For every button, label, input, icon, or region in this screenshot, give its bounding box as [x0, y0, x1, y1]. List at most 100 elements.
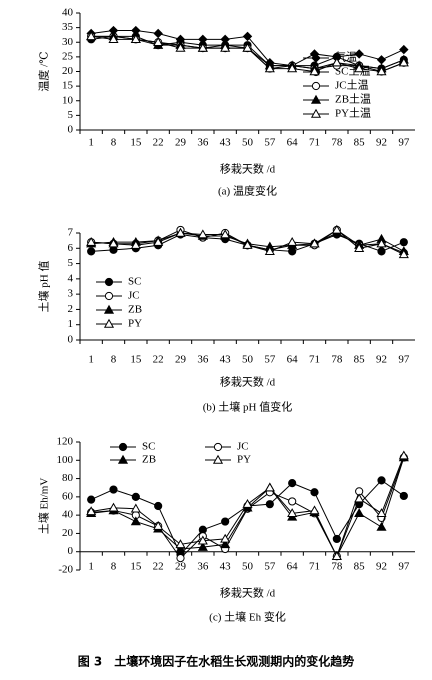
marker [354, 63, 365, 73]
x-tick-label: 29 [175, 354, 187, 366]
y-tick-label: 6 [68, 242, 74, 254]
marker [264, 482, 275, 492]
marker [377, 247, 386, 256]
marker [212, 454, 224, 464]
marker [310, 108, 322, 118]
marker [197, 541, 208, 551]
marker [287, 508, 298, 518]
x-tick-label: 64 [287, 354, 299, 366]
x-tick-label: 15 [130, 354, 142, 366]
marker [287, 236, 298, 246]
x-tick-label: 71 [309, 561, 320, 573]
x-tick-label: 50 [242, 354, 254, 366]
marker [86, 236, 97, 246]
marker [310, 94, 322, 104]
marker [220, 533, 231, 543]
x-tick-label: 43 [220, 354, 232, 366]
x-tick-label: 1 [88, 137, 94, 149]
x-tick-label: 97 [398, 137, 410, 149]
marker [242, 498, 253, 508]
y-tick-label: -20 [58, 564, 73, 576]
marker [103, 318, 115, 328]
marker [310, 488, 319, 497]
marker [103, 304, 115, 314]
marker [398, 450, 409, 460]
legend-label: PY [237, 454, 251, 466]
chart-caption: (c) 土壤 Eh 变化 [209, 610, 286, 624]
marker [221, 517, 230, 526]
legend-label: ZB [142, 454, 156, 466]
y-tick-label: 1 [68, 318, 74, 330]
marker [399, 491, 408, 501]
x-tick-label: 1 [88, 561, 94, 573]
x-tick-label: 85 [354, 354, 366, 366]
marker [87, 495, 96, 504]
marker [288, 479, 297, 488]
marker [86, 31, 97, 41]
x-tick-label: 8 [111, 354, 117, 366]
y-tick-label: 0 [68, 334, 74, 346]
y-tick-label: 5 [68, 257, 74, 269]
marker [311, 81, 321, 91]
marker [117, 454, 129, 464]
marker [87, 247, 96, 256]
x-tick-label: 50 [242, 137, 254, 149]
x-tick-label: 29 [175, 561, 187, 573]
marker [376, 55, 387, 65]
marker [118, 442, 128, 452]
legend-label: JC土温 [335, 79, 369, 92]
x-tick-label: 64 [287, 561, 299, 573]
marker [153, 520, 164, 530]
y-tick-label: 3 [68, 288, 74, 300]
marker [376, 66, 387, 76]
marker [175, 539, 186, 549]
x-tick-label: 15 [130, 561, 142, 573]
x-tick-label: 57 [264, 561, 276, 573]
y-tick-label: 40 [62, 509, 74, 521]
marker [376, 521, 387, 531]
x-tick-label: 15 [130, 137, 142, 149]
marker [309, 505, 320, 515]
legend-label: ZB [128, 304, 142, 316]
legend-label: JC [128, 290, 140, 302]
marker [354, 49, 364, 59]
x-axis-title: 移栽天数 /d [220, 163, 276, 176]
marker [175, 543, 186, 553]
x-tick-label: 57 [264, 137, 276, 149]
marker [104, 291, 114, 301]
x-tick-label: 36 [197, 137, 209, 149]
legend-label: 气温 [335, 50, 357, 64]
marker [153, 236, 164, 246]
marker [197, 42, 208, 52]
y-tick-label: 0 [68, 124, 74, 136]
marker [354, 508, 365, 518]
x-tick-label: 85 [354, 561, 366, 573]
x-tick-label: 8 [111, 561, 117, 573]
marker [130, 240, 141, 249]
y-tick-label: 30 [62, 36, 74, 48]
marker [354, 493, 365, 503]
legend-label: PY [128, 318, 142, 330]
x-tick-label: 78 [331, 137, 343, 149]
y-tick-label: 20 [62, 527, 74, 539]
y-tick-label: 80 [62, 472, 74, 484]
y-tick-label: 2 [68, 303, 74, 315]
y-tick-label: 15 [62, 80, 74, 92]
chart-caption: (a) 温度变化 [218, 184, 277, 198]
marker [220, 539, 231, 549]
x-tick-label: 71 [309, 137, 320, 149]
marker [309, 238, 320, 248]
marker [331, 57, 342, 67]
x-tick-label: 43 [220, 561, 232, 573]
marker [86, 506, 97, 516]
y-tick-label: 10 [62, 94, 74, 106]
legend-label: SC [142, 441, 155, 453]
marker [398, 57, 409, 67]
x-tick-label: 78 [331, 354, 343, 366]
y-tick-label: 20 [62, 65, 74, 77]
y-tick-label: 0 [68, 545, 74, 557]
marker [242, 31, 253, 42]
x-tick-label: 92 [376, 354, 387, 366]
legend-label: PY土温 [335, 107, 371, 120]
x-tick-label: 22 [153, 354, 164, 366]
